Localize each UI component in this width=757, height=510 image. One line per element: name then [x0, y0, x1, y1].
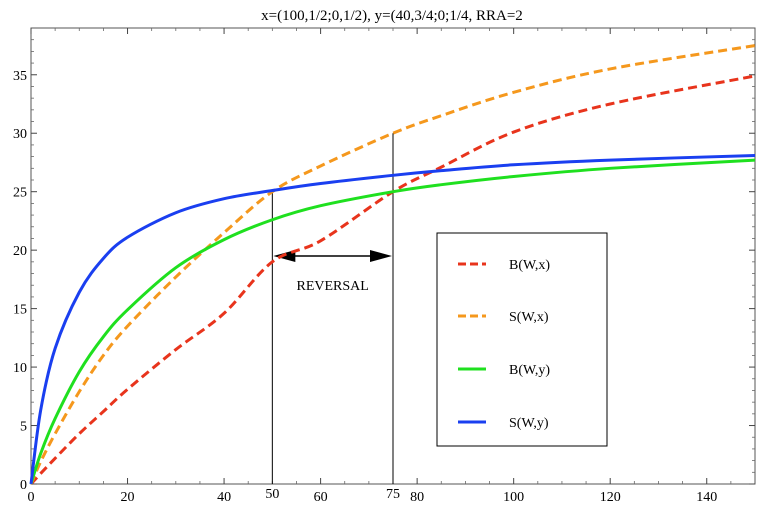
x-tick-label: 80 — [410, 490, 424, 505]
reversal-label: REVERSAL — [296, 279, 368, 294]
series-line-2 — [29, 44, 756, 485]
x-tick-label: 120 — [600, 490, 621, 505]
y-tick-label: 25 — [13, 186, 27, 201]
reversal-bound-label: 50 — [265, 487, 279, 502]
legend-label-2: S(W,x) — [509, 310, 549, 325]
axis-ticks: 0 20 40 60 80 100 120 140 0 5 10 15 20 25 30 35 — [13, 28, 755, 505]
x-tick-label: 100 — [503, 490, 524, 505]
legend: B(W,x) S(W,x) B(W,y) S(W,y) — [436, 232, 608, 447]
x-tick-label: 60 — [314, 490, 328, 505]
reversal-bound-label: 75 — [386, 487, 400, 502]
y-tick-label: 35 — [13, 69, 27, 84]
y-tick-label: 20 — [13, 244, 27, 259]
y-tick-label: 15 — [13, 303, 27, 318]
legend-box — [436, 232, 608, 447]
y-tick-label: 0 — [20, 478, 27, 493]
y-tick-label: 5 — [20, 420, 27, 435]
annotations: 50 75 REVERSAL — [265, 133, 400, 502]
series-line-4 — [29, 153, 756, 485]
reversal-arrow-head-right — [370, 250, 392, 262]
series-lines — [29, 44, 756, 486]
series-line-3 — [29, 158, 756, 485]
legend-label-1: B(W,x) — [509, 258, 550, 273]
x-tick-label: 20 — [121, 490, 135, 505]
chart-title: x=(100,1/2;0,1/2), y=(40,3/4;0;1/4, RRA=… — [261, 8, 523, 24]
x-tick-label: 140 — [696, 490, 717, 505]
x-tick-label: 0 — [28, 490, 35, 505]
legend-label-3: B(W,y) — [509, 363, 550, 378]
series-line-1 — [29, 74, 756, 486]
x-tick-label: 40 — [217, 490, 231, 505]
y-tick-label: 30 — [13, 127, 27, 142]
legend-label-4: S(W,y) — [509, 416, 549, 431]
y-tick-label: 10 — [13, 361, 27, 376]
